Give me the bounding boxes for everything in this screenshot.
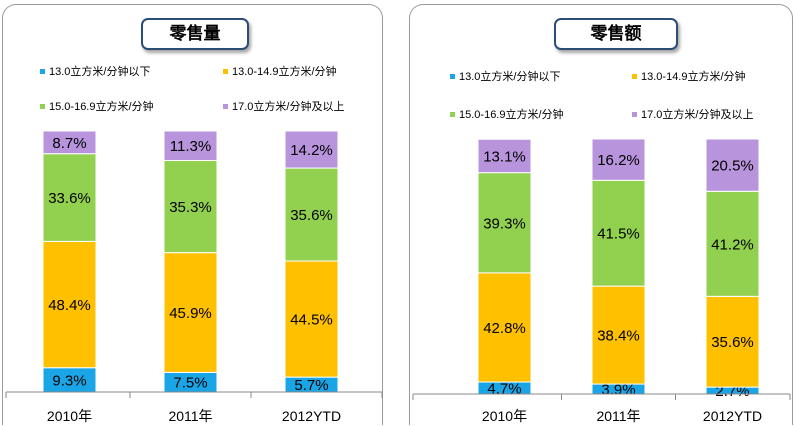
data-label: 4.7%	[487, 381, 521, 398]
bar-segment	[42, 240, 97, 369]
data-label: 35.6%	[711, 334, 754, 351]
bar-segment	[705, 190, 760, 297]
category-label: 2010年	[482, 408, 527, 424]
bar-segment	[163, 252, 218, 373]
bar-segment	[705, 138, 760, 192]
sales-volume-panel: 零售量 13.0立方米/分钟以下 13.0-14.9立方米/分钟 15.0-16…	[2, 4, 383, 425]
category-label: 2011年	[168, 408, 212, 424]
bar-segment	[705, 295, 760, 388]
data-label: 20.5%	[711, 158, 754, 175]
sales-revenue-panel: 零售额 13.0立方米/分钟以下 13.0-14.9立方米/分钟 15.0-16…	[409, 4, 793, 425]
legend-swatch	[632, 112, 637, 117]
legend-swatch	[632, 74, 637, 79]
legend-swatch	[40, 104, 45, 109]
stacked-bar-plot: 4.7%42.8%39.3%13.1%2010年3.9%38.4%41.5%16…	[412, 138, 791, 424]
chart-title: 零售额	[554, 18, 678, 50]
legend-label: 17.0立方米/分钟及以上	[232, 101, 345, 113]
legend-label: 15.0-16.9立方米/分钟	[459, 109, 564, 121]
data-label: 5.7%	[294, 377, 328, 394]
legend-swatch	[223, 104, 228, 109]
legend-entry: 13.0立方米/分钟以下	[450, 71, 560, 84]
bar-segment	[477, 272, 532, 383]
bar-segment	[163, 130, 218, 161]
legend-label: 13.0立方米/分钟以下	[49, 66, 151, 78]
data-label: 41.5%	[597, 226, 640, 243]
category-label: 2011年	[596, 408, 640, 424]
bar-segment	[284, 167, 339, 262]
legend-swatch	[40, 69, 45, 74]
chart-title: 零售量	[141, 18, 249, 50]
data-label: 48.4%	[48, 297, 91, 314]
category-label: 2012YTD	[282, 408, 341, 424]
legend-entry: 15.0-16.9立方米/分钟	[450, 109, 564, 122]
category-label: 2010年	[47, 408, 92, 424]
data-label: 35.6%	[290, 207, 333, 224]
data-label: 33.6%	[48, 190, 91, 207]
legend-label: 17.0立方米/分钟及以上	[641, 109, 754, 121]
bar-segment	[477, 138, 532, 174]
stacked-bar-plot: 9.3% 48.4% 33.6% 8.7% 2010年 7.5% 45.9% 35.3% 11.…	[5, 130, 383, 424]
category-label: 2012YTD	[703, 408, 762, 424]
data-label: 8.7%	[52, 135, 86, 152]
data-label: 14.2%	[290, 142, 333, 159]
legend-entry: 17.0立方米/分钟及以上	[632, 109, 753, 122]
legend-swatch	[223, 69, 228, 74]
bar-segment	[477, 172, 532, 274]
bar-segment	[42, 130, 97, 155]
legend-label: 15.0-16.9立方米/分钟	[49, 101, 154, 113]
legend-label: 13.0-14.9立方米/分钟	[232, 66, 337, 78]
data-label: 7.5%	[173, 375, 207, 392]
data-label: 39.3%	[483, 215, 526, 232]
legend-entry: 13.0立方米/分钟以下	[40, 66, 150, 79]
data-label: 35.3%	[169, 199, 212, 216]
data-label: 45.9%	[169, 305, 212, 322]
bar-segment	[284, 260, 339, 378]
legend-entry: 13.0-14.9立方米/分钟	[223, 66, 337, 79]
data-label: 38.4%	[597, 328, 640, 345]
legend-entry: 13.0-14.9立方米/分钟	[632, 71, 746, 84]
legend-label: 13.0立方米/分钟以下	[459, 71, 561, 83]
legend-swatch	[450, 112, 455, 117]
legend-entry: 17.0立方米/分钟及以上	[223, 101, 344, 114]
data-label: 16.2%	[597, 152, 640, 169]
legend-label: 13.0-14.9立方米/分钟	[641, 71, 746, 83]
legend-swatch	[450, 74, 455, 79]
data-label: 11.3%	[170, 138, 211, 155]
data-label: 42.8%	[483, 320, 526, 337]
data-label: 13.1%	[483, 148, 526, 165]
bar-segment	[42, 153, 97, 242]
data-label: 41.2%	[711, 236, 754, 253]
data-label: 9.3%	[52, 372, 86, 389]
bar-segment	[163, 159, 218, 254]
legend-entry: 15.0-16.9立方米/分钟	[40, 101, 154, 114]
data-label: 44.5%	[290, 312, 333, 329]
bar-segment	[591, 138, 646, 181]
bar-segment	[284, 130, 339, 169]
